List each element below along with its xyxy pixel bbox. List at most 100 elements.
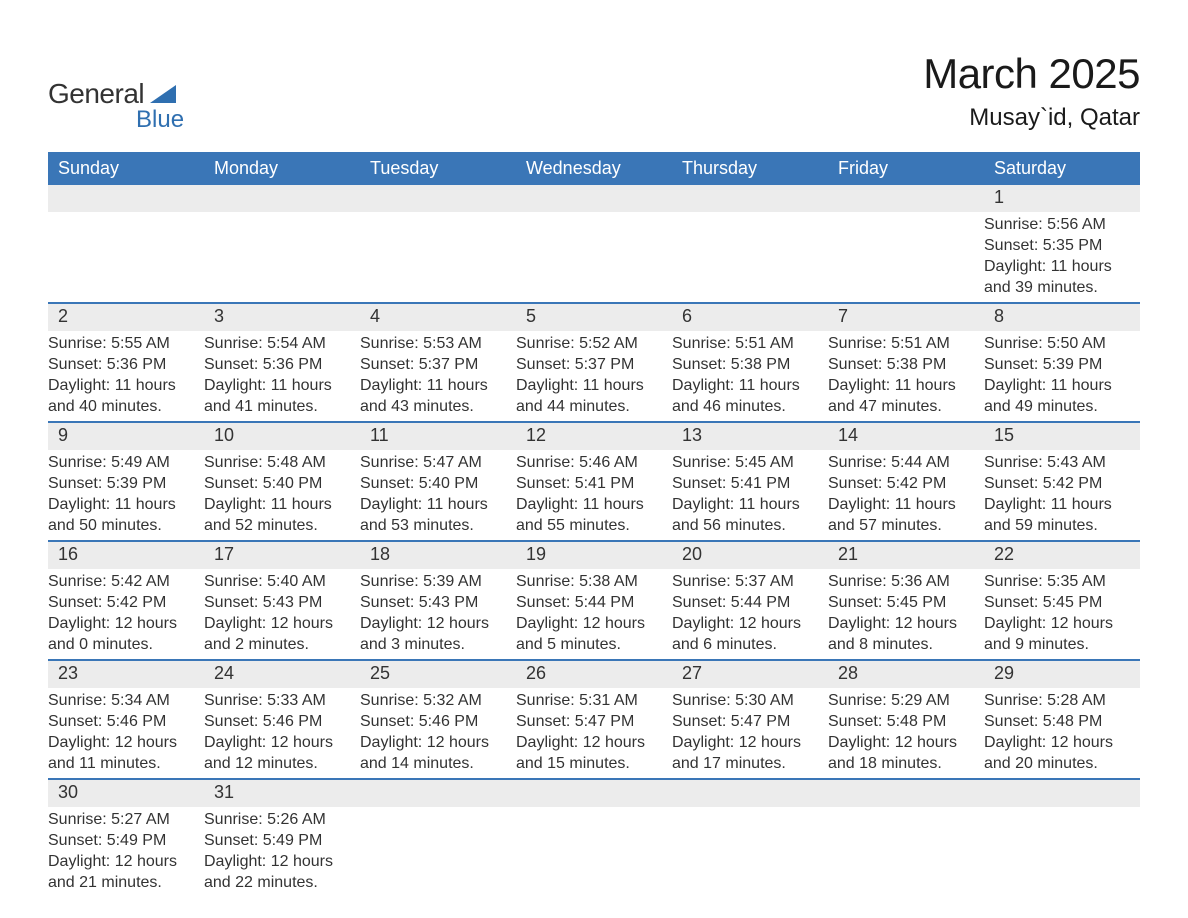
- sunset-line: Sunset: 5:37 PM: [516, 354, 672, 375]
- calendar-cell: 29Sunrise: 5:28 AMSunset: 5:48 PMDayligh…: [984, 661, 1140, 778]
- calendar-cell: 30Sunrise: 5:27 AMSunset: 5:49 PMDayligh…: [48, 780, 204, 897]
- daylight-line: Daylight: 12 hours and 5 minutes.: [516, 613, 672, 655]
- sunset-line: Sunset: 5:43 PM: [360, 592, 516, 613]
- day-number: 24: [204, 661, 360, 688]
- daylight-line: Daylight: 12 hours and 11 minutes.: [48, 732, 204, 774]
- sunset-line: Sunset: 5:35 PM: [984, 235, 1140, 256]
- day-number: 5: [516, 304, 672, 331]
- logo-triangle-icon: [150, 85, 176, 103]
- day-number: [828, 185, 984, 212]
- calendar-cell: 21Sunrise: 5:36 AMSunset: 5:45 PMDayligh…: [828, 542, 984, 659]
- day-number: 25: [360, 661, 516, 688]
- sunset-line: Sunset: 5:42 PM: [48, 592, 204, 613]
- sunrise-line: Sunrise: 5:30 AM: [672, 690, 828, 711]
- day-number: [204, 185, 360, 212]
- dayhead-tue: Tuesday: [360, 152, 516, 185]
- cell-body: Sunrise: 5:30 AMSunset: 5:47 PMDaylight:…: [672, 688, 828, 778]
- sunset-line: Sunset: 5:39 PM: [48, 473, 204, 494]
- day-number: [48, 185, 204, 212]
- calendar-cell: [672, 780, 828, 897]
- day-number: 1: [984, 185, 1140, 212]
- calendar-cell: 16Sunrise: 5:42 AMSunset: 5:42 PMDayligh…: [48, 542, 204, 659]
- calendar-cell: 9Sunrise: 5:49 AMSunset: 5:39 PMDaylight…: [48, 423, 204, 540]
- sunset-line: Sunset: 5:47 PM: [516, 711, 672, 732]
- sunset-line: Sunset: 5:49 PM: [48, 830, 204, 851]
- calendar-cell: 18Sunrise: 5:39 AMSunset: 5:43 PMDayligh…: [360, 542, 516, 659]
- cell-body: Sunrise: 5:36 AMSunset: 5:45 PMDaylight:…: [828, 569, 984, 659]
- sunset-line: Sunset: 5:46 PM: [48, 711, 204, 732]
- calendar-cell: 22Sunrise: 5:35 AMSunset: 5:45 PMDayligh…: [984, 542, 1140, 659]
- calendar-cell: 11Sunrise: 5:47 AMSunset: 5:40 PMDayligh…: [360, 423, 516, 540]
- sunrise-line: Sunrise: 5:42 AM: [48, 571, 204, 592]
- sunrise-line: Sunrise: 5:32 AM: [360, 690, 516, 711]
- daylight-line: Daylight: 11 hours and 39 minutes.: [984, 256, 1140, 298]
- daylight-line: Daylight: 12 hours and 0 minutes.: [48, 613, 204, 655]
- day-number: 18: [360, 542, 516, 569]
- day-number: 14: [828, 423, 984, 450]
- daylight-line: Daylight: 11 hours and 52 minutes.: [204, 494, 360, 536]
- calendar-cell: 2Sunrise: 5:55 AMSunset: 5:36 PMDaylight…: [48, 304, 204, 421]
- cell-body: Sunrise: 5:27 AMSunset: 5:49 PMDaylight:…: [48, 807, 204, 897]
- daylight-line: Daylight: 11 hours and 49 minutes.: [984, 375, 1140, 417]
- calendar-cell: 6Sunrise: 5:51 AMSunset: 5:38 PMDaylight…: [672, 304, 828, 421]
- calendar-cell: 14Sunrise: 5:44 AMSunset: 5:42 PMDayligh…: [828, 423, 984, 540]
- sunrise-line: Sunrise: 5:37 AM: [672, 571, 828, 592]
- daylight-line: Daylight: 12 hours and 14 minutes.: [360, 732, 516, 774]
- daylight-line: Daylight: 12 hours and 20 minutes.: [984, 732, 1140, 774]
- daylight-line: Daylight: 11 hours and 53 minutes.: [360, 494, 516, 536]
- sunset-line: Sunset: 5:38 PM: [672, 354, 828, 375]
- cell-body: Sunrise: 5:33 AMSunset: 5:46 PMDaylight:…: [204, 688, 360, 778]
- day-number: 12: [516, 423, 672, 450]
- daylight-line: Daylight: 12 hours and 21 minutes.: [48, 851, 204, 893]
- day-number: 20: [672, 542, 828, 569]
- day-number: 9: [48, 423, 204, 450]
- sunrise-line: Sunrise: 5:56 AM: [984, 214, 1140, 235]
- sunset-line: Sunset: 5:41 PM: [672, 473, 828, 494]
- dayhead-mon: Monday: [204, 152, 360, 185]
- cell-body: Sunrise: 5:32 AMSunset: 5:46 PMDaylight:…: [360, 688, 516, 778]
- calendar-cell: 26Sunrise: 5:31 AMSunset: 5:47 PMDayligh…: [516, 661, 672, 778]
- day-header-row: Sunday Monday Tuesday Wednesday Thursday…: [48, 152, 1140, 185]
- day-number: 22: [984, 542, 1140, 569]
- calendar-cell: [516, 780, 672, 897]
- calendar-cell: 15Sunrise: 5:43 AMSunset: 5:42 PMDayligh…: [984, 423, 1140, 540]
- day-number: 4: [360, 304, 516, 331]
- sunrise-line: Sunrise: 5:51 AM: [828, 333, 984, 354]
- cell-body: Sunrise: 5:43 AMSunset: 5:42 PMDaylight:…: [984, 450, 1140, 540]
- sunset-line: Sunset: 5:38 PM: [828, 354, 984, 375]
- daylight-line: Daylight: 12 hours and 17 minutes.: [672, 732, 828, 774]
- sunrise-line: Sunrise: 5:45 AM: [672, 452, 828, 473]
- sunrise-line: Sunrise: 5:43 AM: [984, 452, 1140, 473]
- calendar-cell: 24Sunrise: 5:33 AMSunset: 5:46 PMDayligh…: [204, 661, 360, 778]
- day-number: 29: [984, 661, 1140, 688]
- day-number: 2: [48, 304, 204, 331]
- calendar-cell: 10Sunrise: 5:48 AMSunset: 5:40 PMDayligh…: [204, 423, 360, 540]
- day-number: 7: [828, 304, 984, 331]
- cell-body: Sunrise: 5:47 AMSunset: 5:40 PMDaylight:…: [360, 450, 516, 540]
- cell-body: Sunrise: 5:26 AMSunset: 5:49 PMDaylight:…: [204, 807, 360, 897]
- daylight-line: Daylight: 12 hours and 22 minutes.: [204, 851, 360, 893]
- daylight-line: Daylight: 11 hours and 55 minutes.: [516, 494, 672, 536]
- daylight-line: Daylight: 12 hours and 9 minutes.: [984, 613, 1140, 655]
- calendar-cell: 25Sunrise: 5:32 AMSunset: 5:46 PMDayligh…: [360, 661, 516, 778]
- day-number: 30: [48, 780, 204, 807]
- sunset-line: Sunset: 5:47 PM: [672, 711, 828, 732]
- calendar-cell: [48, 185, 204, 302]
- weeks-container: 1Sunrise: 5:56 AMSunset: 5:35 PMDaylight…: [48, 185, 1140, 897]
- daylight-line: Daylight: 11 hours and 47 minutes.: [828, 375, 984, 417]
- header: General Blue March 2025 Musay`id, Qatar: [48, 50, 1140, 134]
- sunrise-line: Sunrise: 5:38 AM: [516, 571, 672, 592]
- daylight-line: Daylight: 11 hours and 56 minutes.: [672, 494, 828, 536]
- sunset-line: Sunset: 5:36 PM: [48, 354, 204, 375]
- calendar-cell: 12Sunrise: 5:46 AMSunset: 5:41 PMDayligh…: [516, 423, 672, 540]
- week-row: 1Sunrise: 5:56 AMSunset: 5:35 PMDaylight…: [48, 185, 1140, 302]
- day-number: [672, 185, 828, 212]
- cell-body: Sunrise: 5:35 AMSunset: 5:45 PMDaylight:…: [984, 569, 1140, 659]
- daylight-line: Daylight: 11 hours and 59 minutes.: [984, 494, 1140, 536]
- sunrise-line: Sunrise: 5:31 AM: [516, 690, 672, 711]
- cell-body: Sunrise: 5:55 AMSunset: 5:36 PMDaylight:…: [48, 331, 204, 421]
- calendar-cell: 20Sunrise: 5:37 AMSunset: 5:44 PMDayligh…: [672, 542, 828, 659]
- logo: General Blue: [48, 78, 184, 134]
- day-number: 26: [516, 661, 672, 688]
- title-block: March 2025 Musay`id, Qatar: [923, 50, 1140, 132]
